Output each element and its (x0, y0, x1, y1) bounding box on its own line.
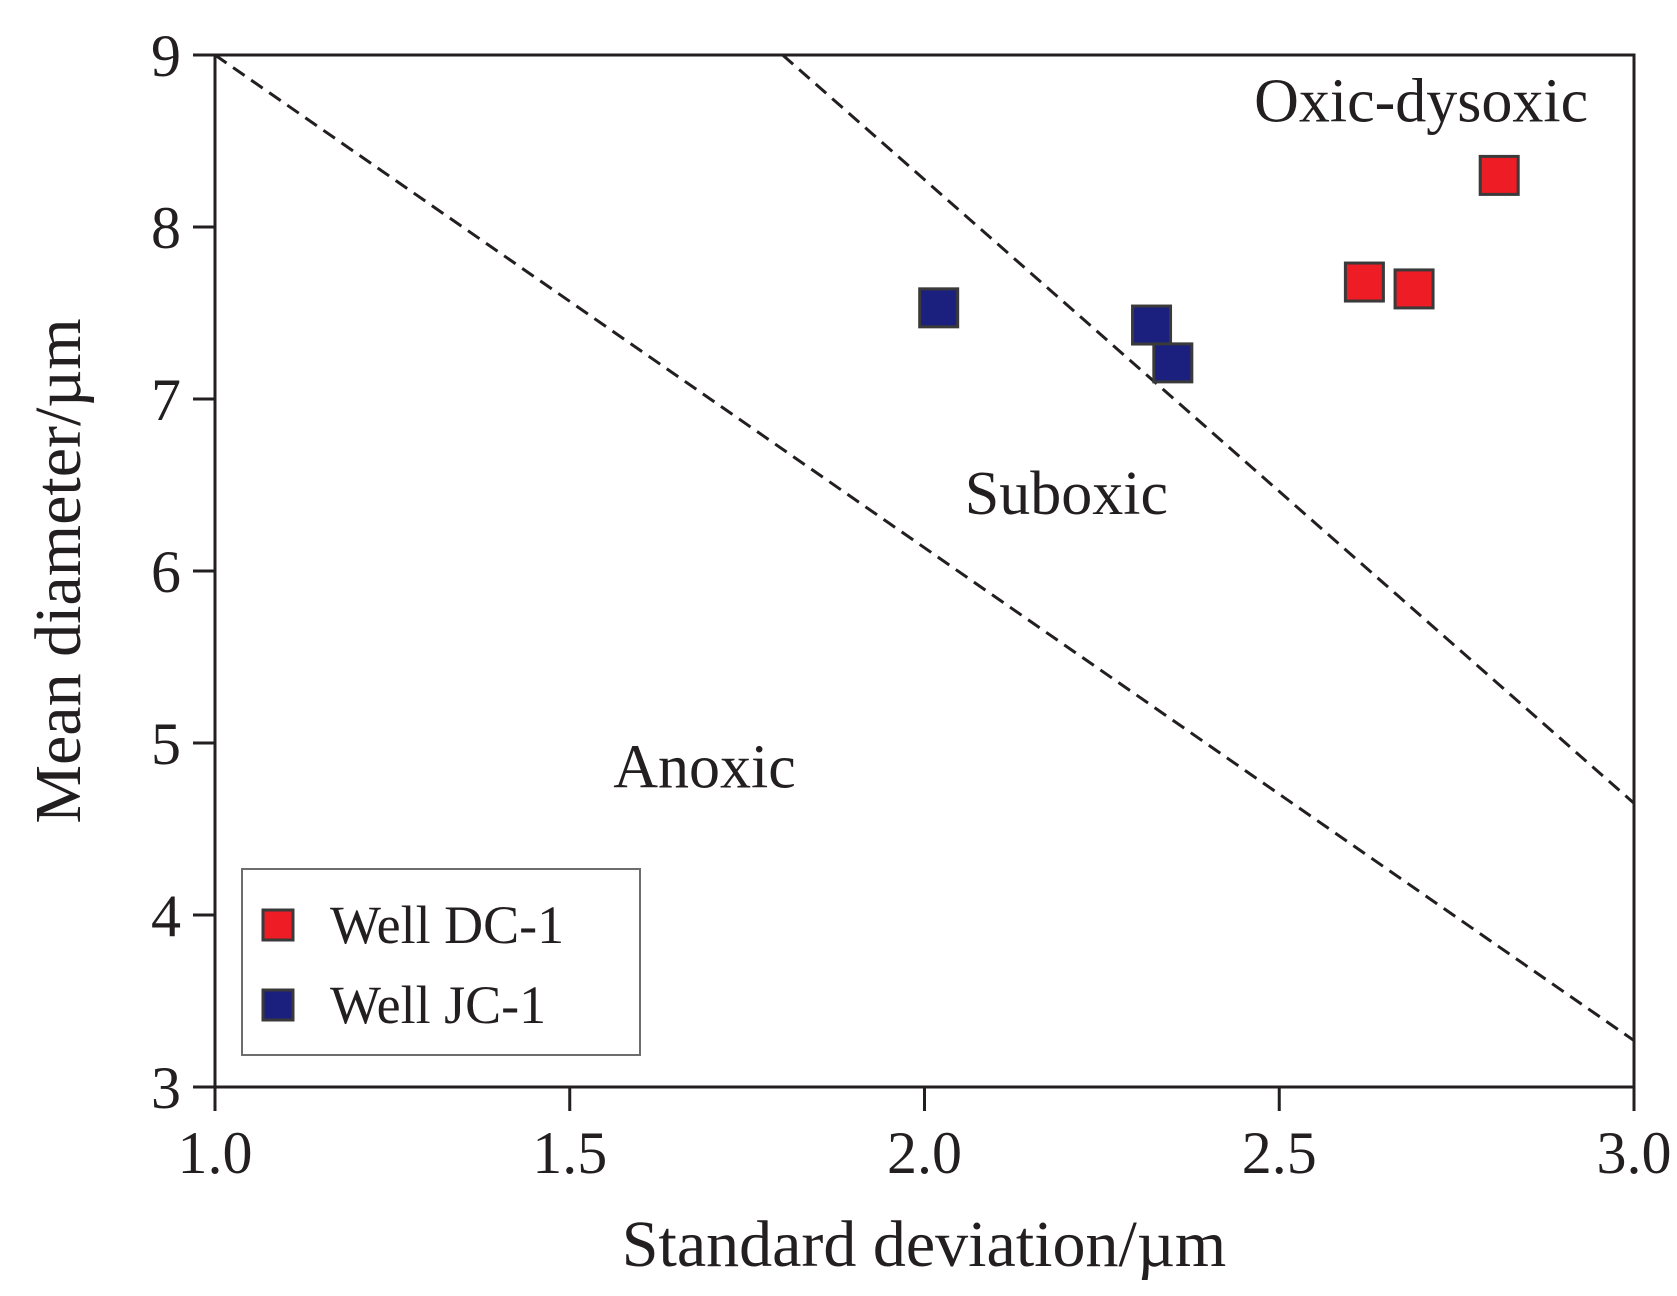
legend-label: Well DC-1 (330, 895, 564, 955)
data-point-well-jc-1 (1131, 304, 1173, 346)
x-tick-label: 1.5 (532, 1120, 607, 1186)
legend-label: Well JC-1 (330, 975, 546, 1035)
boundary-line-anoxic-suboxic (214, 53, 1635, 1042)
y-axis: 3 4 5 6 7 8 9 (151, 23, 215, 1121)
x-axis-title: Standard deviation/µm (622, 1208, 1226, 1281)
legend-marker-well-jc-1 (261, 988, 295, 1022)
region-label-oxic-dysoxic: Oxic-dysoxic (1254, 68, 1588, 136)
x-tick-label: 1.0 (178, 1120, 253, 1186)
y-tick-label: 7 (151, 367, 181, 433)
x-tick-label: 2.5 (1242, 1120, 1317, 1186)
data-point-well-jc-1 (1152, 342, 1194, 384)
y-tick-label: 3 (151, 1055, 181, 1121)
boundary-line-suboxic-oxic (781, 53, 1635, 805)
region-labels: Oxic-dysoxic Suboxic Anoxic (613, 68, 1588, 802)
data-point-well-dc-1 (1478, 154, 1520, 196)
x-tick-label: 3.0 (1597, 1120, 1672, 1186)
y-tick-label: 4 (151, 883, 181, 949)
boundary-lines (214, 53, 1635, 1042)
x-tick-label: 2.0 (887, 1120, 962, 1186)
y-tick-label: 8 (151, 195, 181, 261)
y-axis-title: Mean diameter/µm (22, 318, 95, 823)
legend-box (241, 868, 641, 1056)
y-tick-label: 5 (151, 711, 181, 777)
data-points (918, 154, 1520, 384)
region-label-suboxic: Suboxic (965, 460, 1168, 528)
y-tick-label: 6 (151, 539, 181, 605)
x-axis: 1.0 1.5 2.0 2.5 3.0 (178, 1087, 1672, 1186)
legend-marker-well-dc-1 (261, 908, 295, 942)
data-point-well-dc-1 (1393, 268, 1435, 310)
data-point-well-jc-1 (918, 287, 960, 329)
y-tick-label: 9 (151, 23, 181, 89)
region-label-anoxic: Anoxic (613, 733, 796, 801)
legend: Well DC-1 Well JC-1 (241, 868, 641, 1056)
data-point-well-dc-1 (1343, 261, 1385, 303)
